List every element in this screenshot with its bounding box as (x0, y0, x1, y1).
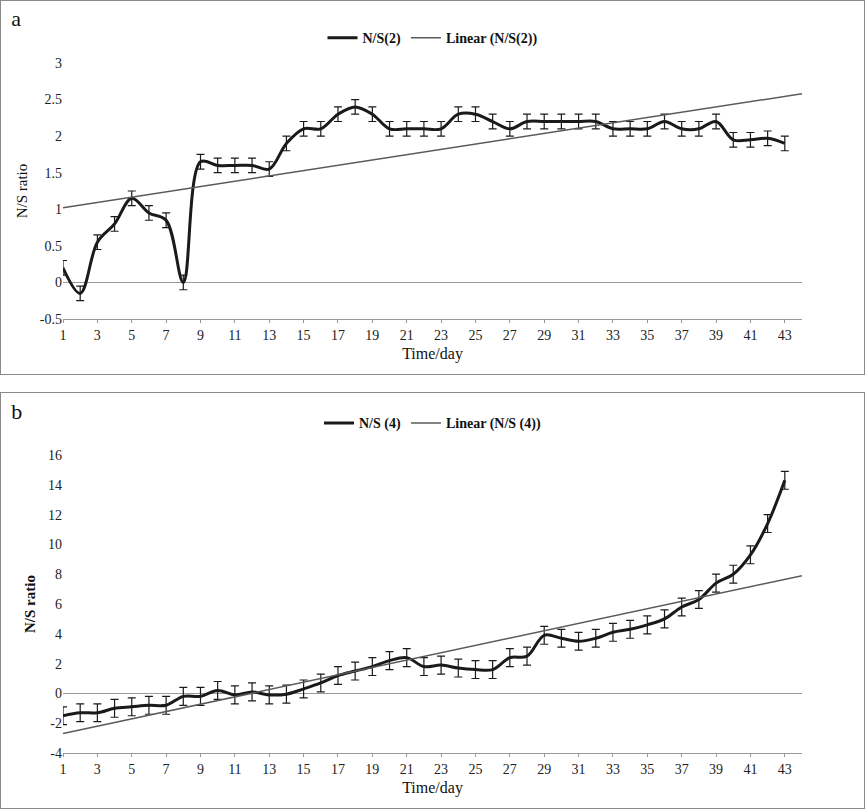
svg-text:14: 14 (48, 478, 62, 493)
svg-text:41: 41 (743, 328, 757, 343)
svg-text:27: 27 (503, 762, 517, 777)
svg-text:31: 31 (572, 328, 586, 343)
svg-text:12: 12 (48, 508, 62, 523)
svg-text:0.5: 0.5 (45, 239, 63, 254)
svg-text:N/S ratio: N/S ratio (22, 575, 38, 633)
svg-text:25: 25 (468, 762, 482, 777)
svg-text:35: 35 (640, 328, 654, 343)
svg-text:3: 3 (55, 56, 62, 71)
svg-text:3: 3 (94, 762, 101, 777)
svg-text:Time/day: Time/day (402, 779, 463, 797)
svg-text:23: 23 (434, 762, 448, 777)
svg-text:0: 0 (55, 275, 62, 290)
svg-text:33: 33 (606, 328, 620, 343)
svg-text:1: 1 (60, 762, 67, 777)
svg-text:15: 15 (297, 328, 311, 343)
svg-text:2: 2 (55, 657, 62, 672)
svg-text:37: 37 (675, 762, 689, 777)
svg-text:39: 39 (709, 762, 723, 777)
svg-text:-4: -4 (50, 746, 62, 761)
svg-text:10: 10 (48, 537, 62, 552)
svg-text:25: 25 (468, 328, 482, 343)
svg-text:4: 4 (55, 627, 62, 642)
svg-text:31: 31 (572, 762, 586, 777)
svg-text:N/S (4): N/S (4) (359, 416, 401, 432)
svg-text:41: 41 (743, 762, 757, 777)
svg-text:9: 9 (197, 328, 204, 343)
svg-text:15: 15 (297, 762, 311, 777)
svg-text:7: 7 (163, 328, 170, 343)
svg-text:5: 5 (128, 328, 135, 343)
svg-text:19: 19 (365, 328, 379, 343)
svg-text:Linear (N/S(2)): Linear (N/S(2)) (446, 31, 537, 47)
svg-text:a: a (11, 6, 21, 31)
svg-text:27: 27 (503, 328, 517, 343)
svg-text:33: 33 (606, 762, 620, 777)
svg-text:2: 2 (55, 129, 62, 144)
svg-text:23: 23 (434, 328, 448, 343)
svg-text:9: 9 (197, 762, 204, 777)
svg-text:Linear (N/S (4)): Linear (N/S (4)) (446, 416, 541, 432)
svg-text:0: 0 (55, 686, 62, 701)
svg-text:5: 5 (128, 762, 135, 777)
svg-text:11: 11 (228, 762, 241, 777)
svg-text:21: 21 (400, 762, 414, 777)
svg-text:21: 21 (400, 328, 414, 343)
svg-text:7: 7 (163, 762, 170, 777)
svg-text:35: 35 (640, 762, 654, 777)
svg-text:19: 19 (365, 762, 379, 777)
svg-text:1: 1 (60, 328, 67, 343)
svg-text:b: b (11, 399, 22, 424)
svg-text:11: 11 (228, 328, 241, 343)
svg-text:1: 1 (55, 202, 62, 217)
svg-text:39: 39 (709, 328, 723, 343)
svg-text:17: 17 (331, 328, 345, 343)
svg-text:8: 8 (55, 567, 62, 582)
svg-text:-0.5: -0.5 (40, 312, 62, 327)
svg-text:13: 13 (262, 328, 276, 343)
svg-text:-2: -2 (50, 716, 62, 731)
svg-text:2.5: 2.5 (45, 92, 63, 107)
svg-text:13: 13 (262, 762, 276, 777)
svg-text:43: 43 (778, 328, 792, 343)
svg-text:3: 3 (94, 328, 101, 343)
svg-text:43: 43 (778, 762, 792, 777)
svg-text:29: 29 (537, 328, 551, 343)
svg-text:6: 6 (55, 597, 62, 612)
svg-text:17: 17 (331, 762, 345, 777)
svg-text:N/S(2): N/S(2) (363, 31, 401, 47)
svg-text:N/S ratio: N/S ratio (14, 164, 30, 219)
svg-text:16: 16 (48, 448, 62, 463)
svg-text:37: 37 (675, 328, 689, 343)
svg-text:29: 29 (537, 762, 551, 777)
svg-text:Time/day: Time/day (402, 345, 463, 363)
svg-text:1.5: 1.5 (45, 166, 63, 181)
